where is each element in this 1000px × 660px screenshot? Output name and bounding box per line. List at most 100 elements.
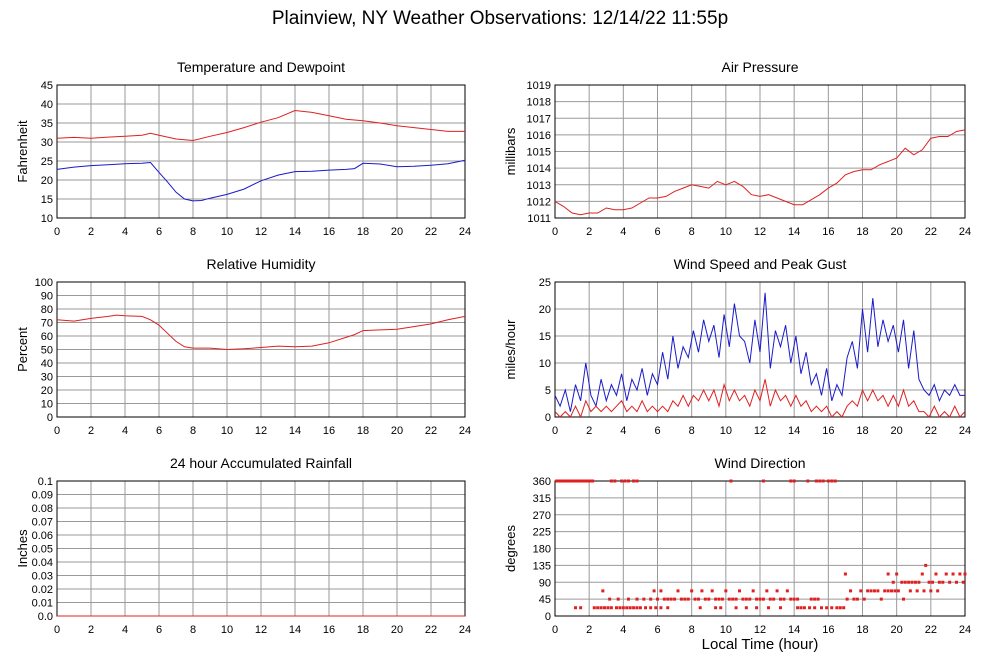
rain-ytick-label: 0.01	[32, 598, 53, 610]
dir-point	[656, 597, 659, 601]
dir-point	[927, 580, 931, 584]
wind-xtick-label: 4	[620, 425, 626, 437]
dir-point	[876, 589, 880, 593]
dir-xtick-label: 14	[788, 624, 800, 636]
rain-xtick-label: 22	[425, 624, 437, 636]
dir-title: Wind Direction	[714, 455, 805, 471]
dir-point	[806, 479, 810, 483]
dir-point	[714, 597, 718, 601]
rh-ytick-label: 50	[41, 345, 53, 357]
temp-ytick-label: 25	[41, 156, 53, 168]
pres-xtick-label: 2	[586, 226, 592, 238]
dir-point	[813, 597, 817, 601]
dir-point	[644, 606, 648, 610]
dir-point	[883, 589, 887, 593]
dir-point	[606, 606, 610, 610]
dir-point	[779, 597, 782, 601]
dir-point	[869, 589, 873, 593]
wind-xtick-label: 12	[754, 425, 766, 437]
dir-point	[626, 597, 630, 601]
temp-series-red-line	[56, 109, 465, 142]
dir-point	[818, 479, 822, 483]
dir-point	[697, 597, 700, 601]
dir-point	[686, 597, 690, 601]
wind-xtick-label: 18	[856, 425, 868, 437]
pres-xtick-label: 10	[720, 226, 732, 238]
dir-point	[775, 589, 779, 593]
dir-point	[792, 479, 796, 483]
wind-xtick-label: 22	[925, 425, 937, 437]
dir-point	[825, 606, 829, 610]
temp-xtick-label: 2	[88, 226, 94, 238]
dir-point	[755, 606, 759, 610]
dir-point	[830, 606, 834, 610]
dir-point	[859, 589, 863, 593]
dir-point	[700, 589, 704, 593]
dir-point	[560, 479, 564, 483]
dir-point	[580, 479, 584, 483]
dir-point	[842, 606, 846, 610]
dir-xtick-label: 16	[822, 624, 834, 636]
pres-ytick-label: 1015	[527, 147, 551, 159]
dir-point	[821, 479, 825, 483]
dir-xtick-label: 18	[856, 624, 868, 636]
rh-xtick-label: 14	[289, 425, 301, 437]
dir-point	[609, 606, 613, 610]
rain-xtick-label: 12	[255, 624, 267, 636]
dir-point	[963, 572, 967, 576]
dir-point	[809, 597, 813, 601]
pres-ytick-label: 1013	[527, 180, 551, 192]
dir-point	[895, 572, 899, 576]
dir-point	[577, 479, 581, 483]
dir-point	[924, 563, 928, 567]
dir-point	[621, 606, 625, 610]
dir-point	[616, 597, 620, 601]
dir-xtick-label: 24	[959, 624, 971, 636]
rh-ytick-label: 20	[41, 385, 53, 397]
dir-point	[765, 589, 769, 593]
dir-point	[625, 606, 629, 610]
dir-point	[676, 589, 680, 593]
dir-point	[907, 580, 911, 584]
dir-point	[908, 589, 912, 593]
dir-xtick-label: 20	[891, 624, 903, 636]
dir-xtick-label: 8	[689, 624, 695, 636]
pres-xtick-label: 20	[891, 226, 903, 238]
wind-series-red-line	[554, 379, 966, 419]
rain-xtick-label: 6	[156, 624, 162, 636]
dir-point	[915, 589, 919, 593]
dir-point	[796, 606, 800, 610]
dir-point	[813, 606, 817, 610]
dir-point	[917, 580, 921, 584]
wind-ytick-label: 0	[545, 412, 551, 424]
dir-point	[683, 597, 687, 601]
wind-ytick-label: 5	[545, 385, 551, 397]
dir-point	[579, 606, 583, 610]
dir-point	[558, 479, 562, 483]
rain-xtick-label: 8	[190, 624, 196, 636]
dir-point	[833, 479, 837, 483]
dir-point	[910, 580, 914, 584]
dir-point	[785, 589, 789, 593]
dir-point	[731, 597, 735, 601]
rain-xtick-label: 2	[88, 624, 94, 636]
dir-point	[562, 479, 566, 483]
pres-ytick-label: 1019	[527, 80, 551, 92]
dir-point	[890, 589, 894, 593]
dir-point	[679, 597, 683, 601]
dir-point	[903, 580, 907, 584]
wind-xtick-label: 20	[891, 425, 903, 437]
temp-ytick-label: 45	[41, 80, 53, 92]
rain-xtick-label: 16	[323, 624, 335, 636]
dir-point	[941, 580, 945, 584]
pres-xtick-label: 12	[754, 226, 766, 238]
rh-ytick-label: 0	[47, 412, 53, 424]
rh-ylabel: Percent	[15, 327, 30, 372]
dir-ylabel: degrees	[503, 525, 518, 572]
rh-ytick-label: 10	[41, 399, 53, 411]
pres-xtick-label: 14	[788, 226, 800, 238]
